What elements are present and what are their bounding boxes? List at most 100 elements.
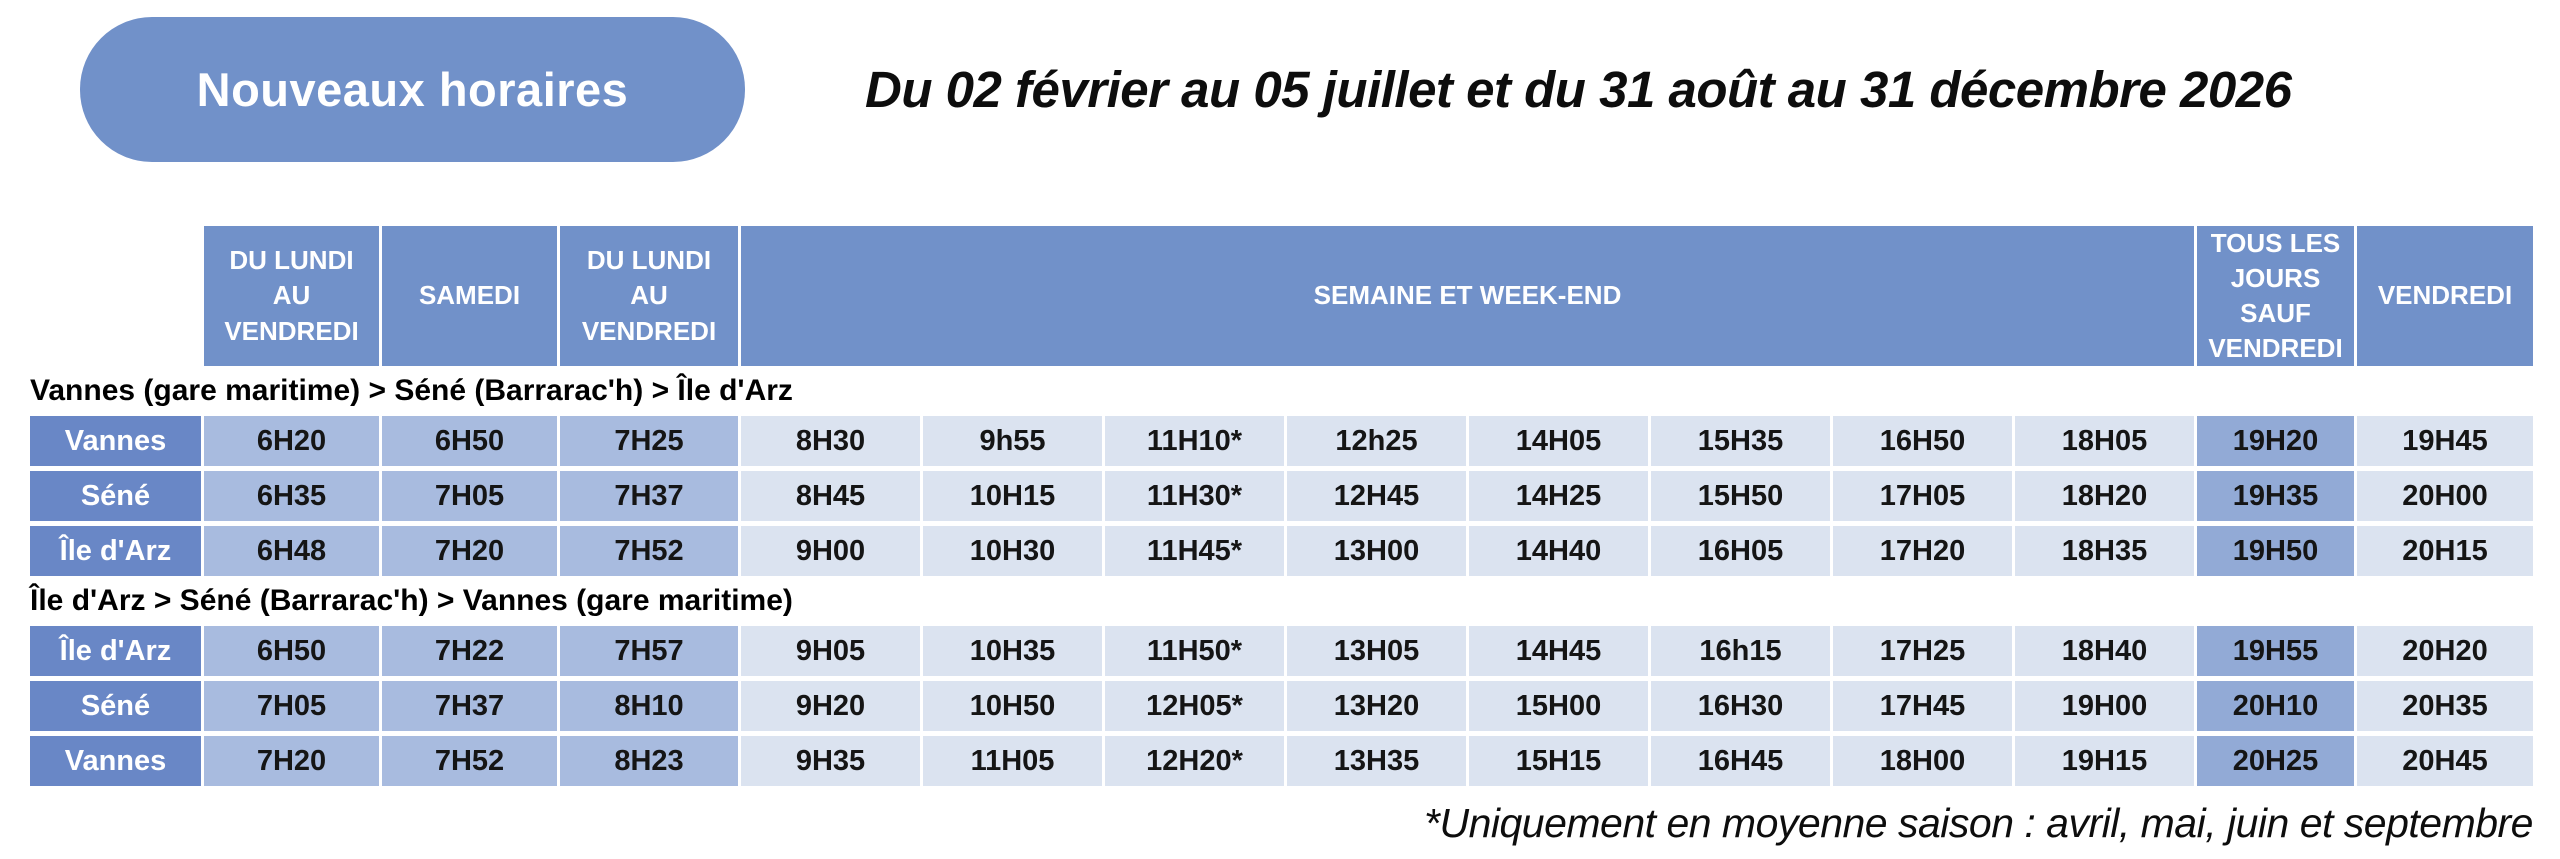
time-cell: 13H00 [1287, 526, 1466, 576]
time-cell: 15H50 [1651, 471, 1830, 521]
time-cell: 14H40 [1469, 526, 1648, 576]
time-cell: 15H00 [1469, 681, 1648, 731]
route-title: Île d'Arz > Séné (Barrarac'h) > Vannes (… [30, 584, 793, 617]
time-cell: 7H37 [560, 471, 738, 521]
station-cell: Île d'Arz [30, 526, 201, 576]
time-cell: 19H00 [2015, 681, 2194, 731]
column-header: SEMAINE ET WEEK-END [741, 226, 2194, 366]
time-cell: 16H45 [1651, 736, 1830, 786]
time-cell: 12h25 [1287, 416, 1466, 466]
time-cell: 11H30* [1105, 471, 1284, 521]
time-cell: 13H35 [1287, 736, 1466, 786]
time-cell: 8H23 [560, 736, 738, 786]
time-cell: 6H50 [382, 416, 557, 466]
mid-season-footnote: *Uniquement en moyenne saison : avril, m… [1424, 800, 2533, 846]
time-cell: 17H25 [1833, 626, 2012, 676]
time-cell: 14H25 [1469, 471, 1648, 521]
time-cell: 18H40 [2015, 626, 2194, 676]
time-cell: 13H20 [1287, 681, 1466, 731]
time-cell: 9H35 [741, 736, 920, 786]
time-cell: 10H50 [923, 681, 1102, 731]
route-section-return: Île d'Arz > Séné (Barrarac'h) > Vannes (… [30, 576, 2533, 786]
timetable: DU LUNDI AU VENDREDI SAMEDI DU LUNDI AU VE… [30, 226, 2534, 847]
route-title: Vannes (gare maritime) > Séné (Barrarac'… [30, 374, 793, 407]
station-cell: Île d'Arz [30, 626, 201, 676]
station-cell: Vannes [30, 416, 201, 466]
time-cell: 7H22 [382, 626, 557, 676]
time-cell: 14H45 [1469, 626, 1648, 676]
time-cell: 20H45 [2357, 736, 2533, 786]
time-cell: 19H45 [2357, 416, 2533, 466]
time-cell: 11H05 [923, 736, 1102, 786]
time-cell: 18H35 [2015, 526, 2194, 576]
time-cell: 20H20 [2357, 626, 2533, 676]
time-cell: 15H15 [1469, 736, 1648, 786]
timetable-header-row: DU LUNDI AU VENDREDI SAMEDI DU LUNDI AU VE… [30, 226, 2533, 366]
header-spacer [30, 226, 201, 366]
time-cell: 11H10* [1105, 416, 1284, 466]
time-cell: 16H05 [1651, 526, 1830, 576]
column-header: SAMEDI [382, 226, 557, 366]
time-cell: 13H05 [1287, 626, 1466, 676]
time-cell: 6H20 [204, 416, 379, 466]
time-cell: 7H57 [560, 626, 738, 676]
time-cell: 7H52 [382, 736, 557, 786]
column-header: DU LUNDI AU VENDREDI [204, 226, 379, 366]
time-cell: 11H45* [1105, 526, 1284, 576]
new-schedules-badge: Nouveaux horaires [80, 16, 745, 162]
time-cell: 7H05 [382, 471, 557, 521]
time-cell: 12H45 [1287, 471, 1466, 521]
time-cell: 9h55 [923, 416, 1102, 466]
time-cell: 17H05 [1833, 471, 2012, 521]
time-cell: 17H45 [1833, 681, 2012, 731]
time-cell: 18H05 [2015, 416, 2194, 466]
time-cell: 6H35 [204, 471, 379, 521]
station-cell: Séné [30, 681, 201, 731]
time-cell: 10H30 [923, 526, 1102, 576]
route-section-outbound: Vannes (gare maritime) > Séné (Barrarac'… [30, 366, 2533, 576]
time-cell: 8H10 [560, 681, 738, 731]
time-cell: 18H00 [1833, 736, 2012, 786]
column-header: DU LUNDI AU VENDREDI [560, 226, 738, 366]
time-cell: 16h15 [1651, 626, 1830, 676]
badge-label: Nouveaux horaires [196, 62, 629, 116]
time-cell: 19H35 [2197, 471, 2354, 521]
time-cell: 8H45 [741, 471, 920, 521]
time-cell: 7H52 [560, 526, 738, 576]
time-cell: 9H20 [741, 681, 920, 731]
time-cell: 20H25 [2197, 736, 2354, 786]
time-cell: 20H10 [2197, 681, 2354, 731]
time-cell: 7H20 [382, 526, 557, 576]
time-cell: 12H05* [1105, 681, 1284, 731]
section-grid: Vannes 6H20 6H50 7H25 8H30 9h55 11H10* 12h25 14H… [30, 416, 2533, 576]
time-cell: 7H20 [204, 736, 379, 786]
section-grid: Île d'Arz 6H50 7H22 7H57 9H05 10H35 11H50* 13H0… [30, 626, 2533, 786]
time-cell: 19H50 [2197, 526, 2354, 576]
time-cell: 16H50 [1833, 416, 2012, 466]
time-cell: 9H05 [741, 626, 920, 676]
time-cell: 19H20 [2197, 416, 2354, 466]
station-cell: Vannes [30, 736, 201, 786]
station-cell: Séné [30, 471, 201, 521]
time-cell: 19H15 [2015, 736, 2194, 786]
column-header: TOUS LES JOURS SAUF VENDREDI [2197, 226, 2354, 366]
time-cell: 17H20 [1833, 526, 2012, 576]
time-cell: 16H30 [1651, 681, 1830, 731]
time-cell: 15H35 [1651, 416, 1830, 466]
time-cell: 11H50* [1105, 626, 1284, 676]
time-cell: 20H15 [2357, 526, 2533, 576]
time-cell: 10H15 [923, 471, 1102, 521]
time-cell: 14H05 [1469, 416, 1648, 466]
time-cell: 20H00 [2357, 471, 2533, 521]
time-cell: 9H00 [741, 526, 920, 576]
time-cell: 7H05 [204, 681, 379, 731]
time-cell: 20H35 [2357, 681, 2533, 731]
time-cell: 7H25 [560, 416, 738, 466]
time-cell: 7H37 [382, 681, 557, 731]
time-cell: 6H50 [204, 626, 379, 676]
time-cell: 12H20* [1105, 736, 1284, 786]
time-cell: 19H55 [2197, 626, 2354, 676]
time-cell: 10H35 [923, 626, 1102, 676]
time-cell: 8H30 [741, 416, 920, 466]
time-cell: 18H20 [2015, 471, 2194, 521]
